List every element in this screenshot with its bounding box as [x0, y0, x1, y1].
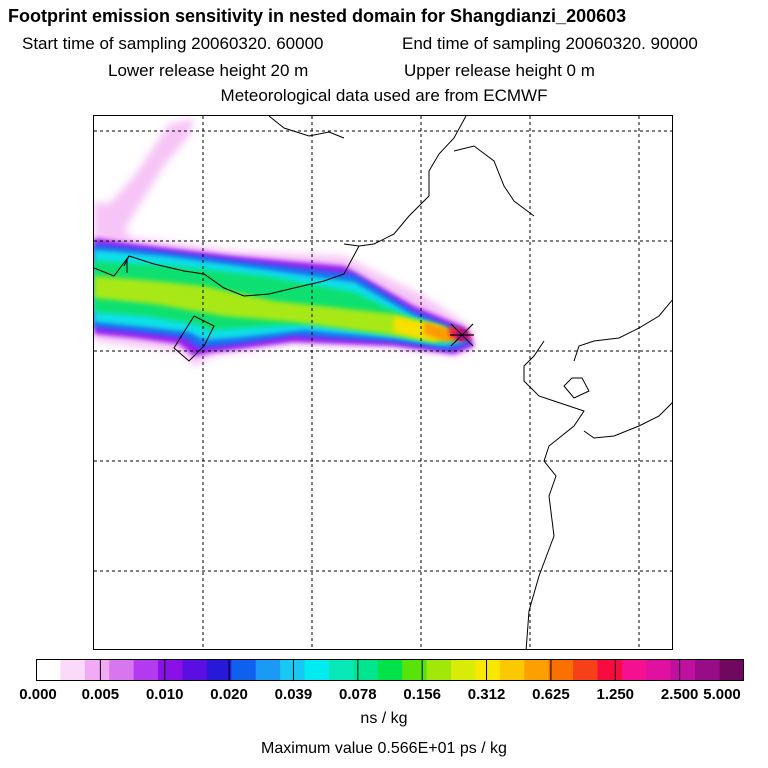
coastline-north: [268, 116, 345, 139]
colorbar-swatch: [377, 659, 403, 681]
emission-sensitivity-plume: [94, 118, 476, 366]
colorbar-swatch: [548, 659, 574, 681]
colorbar-swatch: [158, 659, 183, 681]
footprint-map: [93, 115, 673, 650]
max-value-label: Maximum value 0.566E+01 ps / kg: [261, 740, 507, 757]
coastline-east-shore: [583, 402, 672, 439]
colorbar-swatch: [646, 659, 672, 681]
colorbar-swatch: [451, 659, 476, 681]
colorbar-swatch: [573, 659, 599, 681]
end-time-label: End time of sampling 20060320. 90000: [402, 34, 698, 53]
coastlines: [94, 116, 672, 649]
coastline-gulf: [453, 145, 535, 217]
colorbar-swatch: [255, 659, 281, 681]
colorbar-swatch: [280, 659, 306, 681]
colorbar-swatch: [524, 659, 550, 681]
colorbar-tick-label: 1.250: [596, 686, 635, 703]
upper-release-height-label: Upper release height 0 m: [404, 61, 595, 80]
colorbar-tick-label: 0.005: [81, 686, 120, 703]
colorbar-swatch: [621, 659, 647, 681]
colorbar-tick-label: 0.039: [274, 686, 313, 703]
colorbar-swatch: [60, 659, 86, 681]
colorbar-tick-label: 0.020: [210, 686, 248, 703]
colorbar-swatch: [597, 659, 623, 681]
colorbar-swatch: [695, 659, 721, 681]
colorbar-tick-label: 0.000: [19, 686, 57, 703]
coastline-east: [343, 116, 467, 247]
map-title: Footprint emission sensitivity in nested…: [8, 6, 627, 26]
colorbar-swatch: [670, 659, 696, 681]
coastline-korea: [573, 299, 672, 362]
coastline-peninsula: [563, 377, 590, 399]
lower-release-height-label: Lower release height 20 m: [108, 61, 309, 80]
colorbar-swatch: [84, 659, 110, 681]
colorbar-swatch: [206, 659, 232, 681]
colorbar-swatch: [109, 659, 135, 681]
footprint-map-canvas: [94, 116, 672, 649]
colorbar-tick-label: 2.500: [660, 686, 699, 703]
colorbar-tick-label: 5.000: [703, 686, 741, 703]
colorbar-swatch: [719, 659, 744, 681]
colorbar-swatch: [426, 659, 452, 681]
receptor-cross-icon: [450, 323, 474, 347]
colorbar-tick-label: 0.312: [467, 686, 506, 703]
colorbar-swatch: [353, 659, 379, 681]
colorbar-unit-label: ns / kg: [360, 710, 408, 727]
plume-band-lime: [94, 276, 450, 340]
start-time-label: Start time of sampling 20060320. 60000: [22, 34, 324, 53]
colorbar-swatch: [231, 659, 257, 681]
border-interior: [128, 245, 360, 297]
colorbar-tick-label: 0.625: [532, 686, 570, 703]
graticule: [94, 116, 672, 649]
colorbar-swatch: [402, 659, 428, 681]
colorbar-swatch: [182, 659, 208, 681]
coastline-bohai: [523, 340, 585, 649]
coastline-sw: [173, 315, 215, 362]
colorbar-tick-label: 0.156: [403, 686, 441, 703]
colorbar-tick-label: 0.010: [145, 686, 184, 703]
colorbar: [36, 659, 744, 681]
colorbar-swatch: [499, 659, 525, 681]
colorbar-tick-label: 0.078: [339, 686, 377, 703]
met-data-label: Meteorological data used are from ECMWF: [220, 86, 548, 105]
colorbar-swatch: [304, 659, 330, 681]
colorbar-swatch: [36, 659, 61, 681]
colorbar-swatch: [475, 659, 501, 681]
colorbar-swatch: [328, 659, 354, 681]
colorbar-swatch: [133, 659, 159, 681]
